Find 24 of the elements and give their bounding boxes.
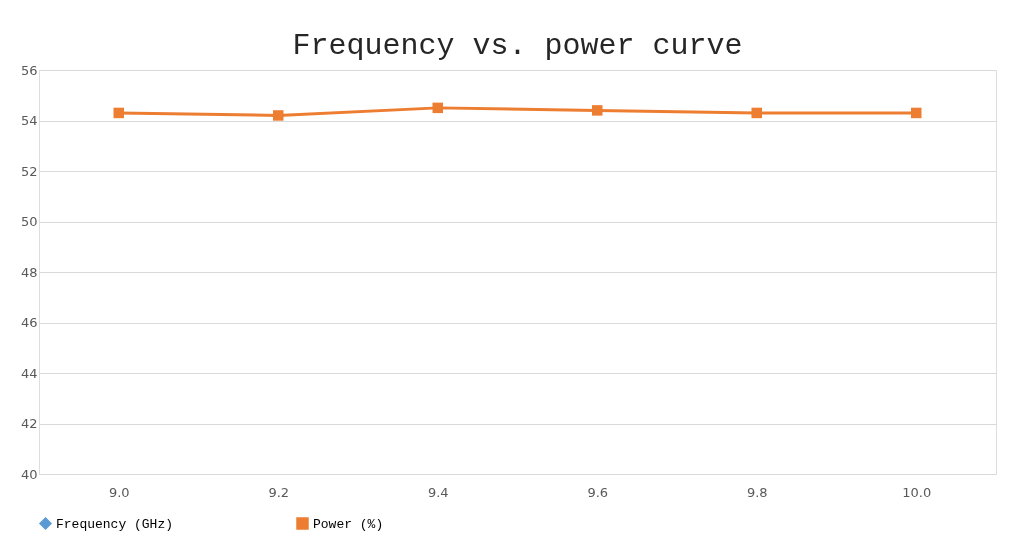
y-tick-label: 46 (20, 315, 38, 330)
legend-label: Frequency (GHz) (56, 516, 174, 532)
point (113, 107, 124, 119)
y-tick-label: 56 (20, 62, 38, 78)
x-tick-label: 9.8 (746, 484, 768, 500)
y-tick-label: 50 (20, 214, 38, 229)
y-tick-label: 48 (20, 264, 38, 280)
y-tick-label: 40 (20, 466, 38, 482)
x-tick-label: 10.0 (902, 484, 932, 500)
x-tick-label: 9.4 (427, 484, 449, 500)
point (592, 105, 603, 116)
point (273, 110, 284, 121)
point (432, 102, 443, 114)
x-tick-label: 9.6 (587, 484, 609, 500)
y-tick-label: 44 (20, 365, 38, 381)
y-tick-label: 42 (20, 416, 38, 431)
x-tick-label: 9.0 (108, 484, 130, 500)
x-tick-label: 9.2 (268, 484, 290, 500)
point (911, 107, 922, 119)
point (751, 107, 762, 119)
y-tick-label: 52 (20, 163, 38, 179)
y-tick-label: 54 (20, 113, 38, 128)
chart-title: Frequency vs. power curve (292, 29, 743, 63)
legend-label: Power (%) (313, 516, 384, 532)
